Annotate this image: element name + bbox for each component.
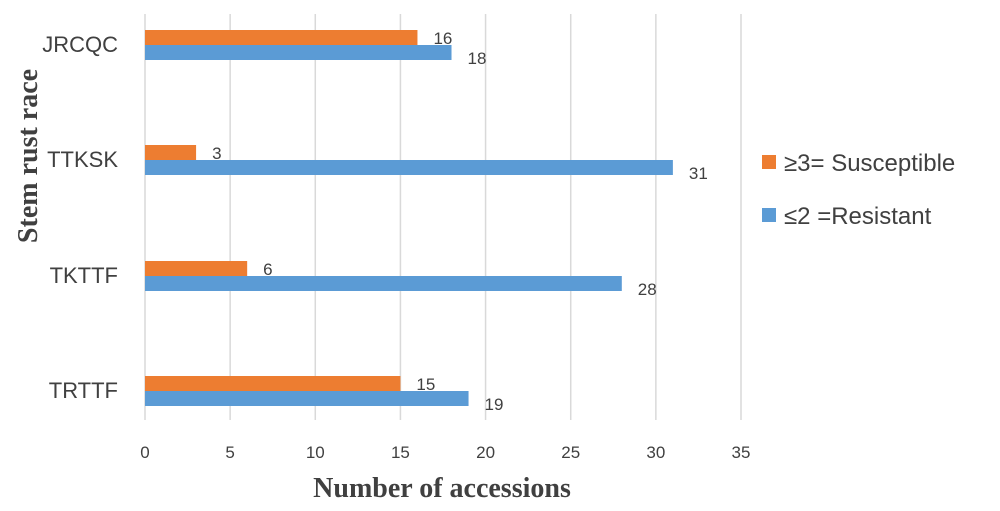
x-tick-labels: 0 5 10 15 20 25 30 35 [140,443,750,462]
data-labels: 16 18 3 31 6 28 15 19 [212,29,708,414]
data-label: 19 [485,395,504,414]
data-label: 18 [468,49,487,68]
x-tick-label: 10 [306,443,325,462]
category-label: JRCQC [42,32,118,57]
data-label: 15 [416,375,435,394]
legend: ≥3= Susceptible ≤2 =Resistant [762,150,955,230]
category-label: TRTTF [49,378,118,403]
legend-swatch-resistant [762,208,776,222]
x-tick-label: 5 [225,443,234,462]
x-tick-label: 0 [140,443,149,462]
data-label: 6 [263,260,272,279]
bar-jrcqc-resistant [145,45,452,60]
bar-jrcqc-susceptible [145,30,418,45]
legend-label-susceptible: ≥3= Susceptible [784,150,955,177]
bar-trttf-resistant [145,391,469,406]
data-label: 16 [433,29,452,48]
data-label: 31 [689,164,708,183]
category-label: TKTTF [50,263,118,288]
x-tick-label: 35 [732,443,751,462]
bar-ttksk-resistant [145,160,673,175]
x-axis-title: Number of accessions [313,473,571,504]
bar-trttf-susceptible [145,376,401,391]
gridlines [144,14,742,420]
x-tick-label: 15 [391,443,410,462]
bar-tkttf-susceptible [145,261,248,276]
bar-ttksk-susceptible [145,145,197,160]
bars [145,30,673,406]
y-axis-title: Stem rust race [13,69,44,243]
data-label: 3 [212,144,221,163]
legend-label-resistant: ≤2 =Resistant [784,203,932,230]
category-label: TTKSK [47,147,118,172]
legend-swatch-susceptible [762,155,776,169]
data-label: 28 [638,280,657,299]
bar-tkttf-resistant [145,276,622,291]
category-labels: JRCQC TTKSK TKTTF TRTTF [42,32,118,403]
x-tick-label: 25 [561,443,580,462]
x-tick-label: 20 [476,443,495,462]
x-tick-label: 30 [646,443,665,462]
